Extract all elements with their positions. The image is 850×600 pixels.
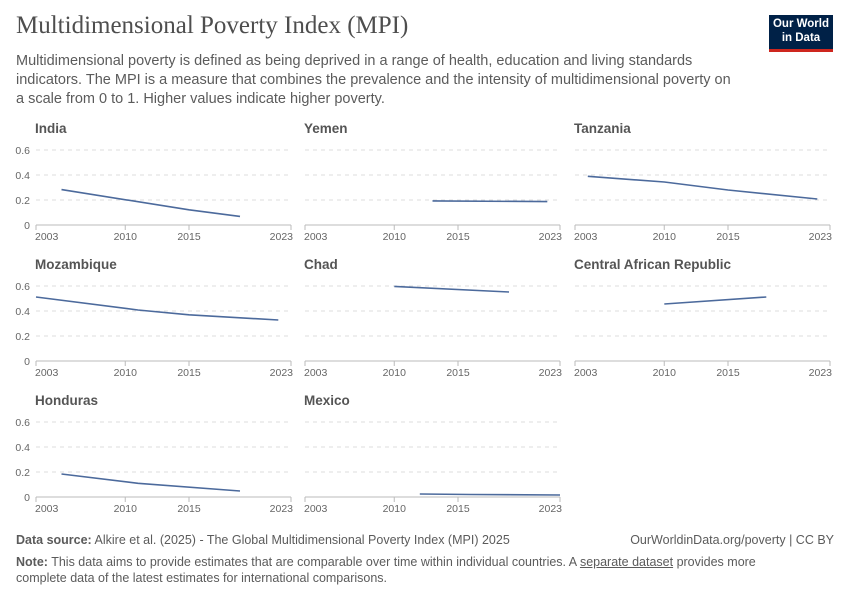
x-tick-label: 2003 — [304, 367, 328, 379]
y-tick-label: 0 — [24, 492, 30, 504]
y-tick-label: 0.2 — [15, 467, 30, 479]
x-tick-label: 2023 — [539, 367, 563, 379]
x-tick-label: 2003 — [35, 503, 59, 515]
y-tick-label: 0.4 — [15, 442, 30, 454]
y-tick-label: 0.4 — [15, 306, 30, 318]
x-tick-label: 2010 — [653, 367, 677, 379]
x-tick-label: 2015 — [716, 367, 740, 379]
x-tick-label: 2015 — [446, 231, 470, 243]
y-tick-label: 0.6 — [15, 417, 30, 429]
separate-dataset-link[interactable]: separate dataset — [579, 555, 674, 569]
x-tick-label: 2003 — [574, 367, 598, 379]
x-tick-label: 2015 — [446, 503, 470, 515]
x-tick-label: 2010 — [383, 367, 407, 379]
x-tick-label: 2010 — [114, 503, 138, 515]
y-tick-label: 0 — [24, 220, 30, 232]
x-tick-label: 2023 — [270, 367, 294, 379]
y-tick-label: 0.2 — [15, 331, 30, 343]
x-tick-label: 2010 — [114, 367, 138, 379]
license-link[interactable]: OurWorldinData.org/poverty | CC BY — [630, 533, 834, 547]
x-tick-label: 2023 — [539, 231, 563, 243]
panel-title: Honduras — [35, 393, 98, 408]
series-line-mexico — [419, 493, 561, 496]
series-line-mozambique — [35, 296, 279, 321]
series-line-chad — [394, 285, 510, 293]
panel-title: Chad — [304, 257, 338, 272]
y-tick-label: 0.2 — [15, 195, 30, 207]
chart-title: Multidimensional Poverty Index (MPI) — [16, 12, 409, 39]
x-tick-label: 2003 — [304, 231, 328, 243]
note-post: provides more complete data of the lates… — [16, 555, 756, 585]
x-tick-label: 2023 — [270, 231, 294, 243]
chart-subtitle: Multidimensional poverty is defined as b… — [16, 53, 731, 107]
y-tick-label: 0.4 — [15, 170, 30, 182]
panel-title: Tanzania — [574, 121, 631, 136]
note-label: Note: — [16, 555, 48, 569]
series-line-tanzania — [587, 175, 818, 200]
panel-title: Central African Republic — [574, 257, 732, 272]
x-tick-label: 2023 — [809, 367, 833, 379]
panel-title: India — [35, 121, 67, 136]
panel-title: Mozambique — [35, 257, 117, 272]
owid-logo[interactable]: Our World in Data — [769, 15, 833, 52]
note-pre: This data aims to provide estimates that… — [51, 555, 577, 569]
note: Note: This data aims to provide estimate… — [16, 554, 796, 586]
x-tick-label: 2003 — [304, 503, 328, 515]
series-line-yemen — [432, 200, 548, 203]
x-tick-label: 2010 — [383, 503, 407, 515]
series-line-central-african-republic — [664, 296, 767, 305]
panel-title: Mexico — [304, 393, 350, 408]
data-source: Data source: Alkire et al. (2025) - The … — [16, 533, 510, 547]
x-tick-label: 2003 — [35, 231, 59, 243]
x-tick-label: 2003 — [35, 367, 59, 379]
x-tick-label: 2015 — [177, 231, 201, 243]
x-tick-label: 2015 — [716, 231, 740, 243]
x-tick-label: 2010 — [114, 231, 138, 243]
x-tick-label: 2023 — [809, 231, 833, 243]
x-tick-label: 2010 — [653, 231, 677, 243]
x-tick-label: 2023 — [539, 503, 563, 515]
source-text[interactable]: Alkire et al. (2025) - The Global Multid… — [94, 533, 510, 547]
x-tick-label: 2015 — [446, 367, 470, 379]
series-line-india — [61, 188, 241, 218]
source-label: Data source: — [16, 533, 92, 547]
x-tick-label: 2015 — [177, 367, 201, 379]
y-tick-label: 0.6 — [15, 281, 30, 293]
panel-title: Yemen — [304, 121, 348, 136]
x-tick-label: 2015 — [177, 503, 201, 515]
y-tick-label: 0.6 — [15, 145, 30, 157]
series-line-honduras — [61, 473, 241, 492]
x-tick-label: 2010 — [383, 231, 407, 243]
x-tick-label: 2023 — [270, 503, 294, 515]
y-tick-label: 0 — [24, 356, 30, 368]
x-tick-label: 2003 — [574, 231, 598, 243]
